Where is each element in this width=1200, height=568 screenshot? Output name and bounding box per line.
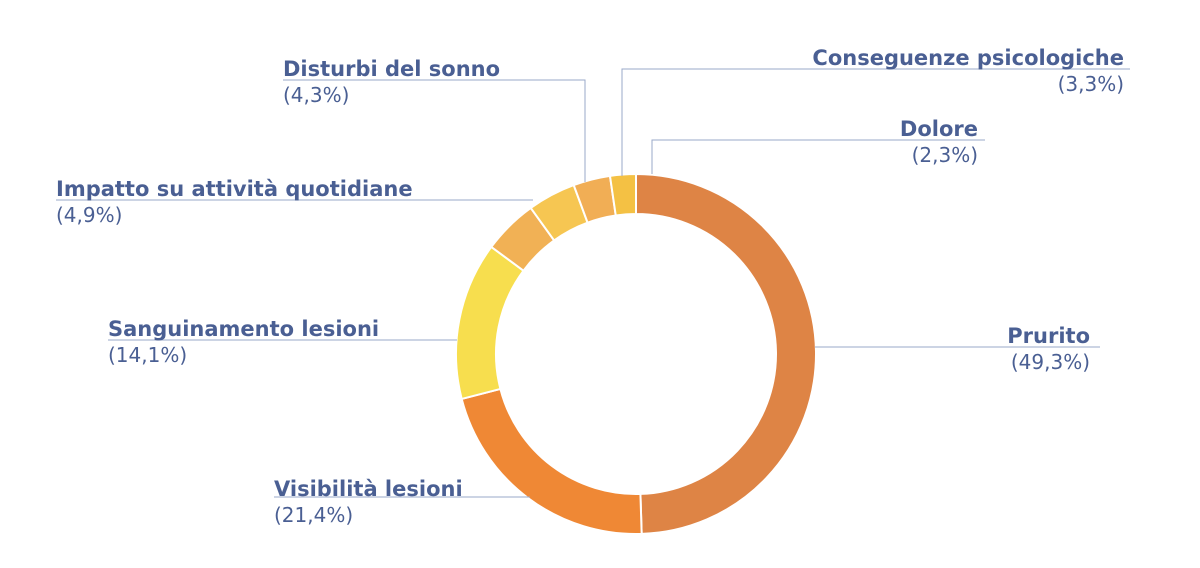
leader-line [283,79,586,182]
slice-label: Visibilità lesioni [274,477,463,501]
slice-label: Impatto su attività quotidiane [56,177,413,201]
slice-percent: (49,3%) [1011,350,1090,374]
donut-slice [608,172,637,217]
slice-percent: (4,9%) [56,203,122,227]
slice-label: Disturbi del sonno [283,57,500,81]
leader-line [651,139,985,174]
slice-percent: (4,3%) [283,83,349,107]
slice-label: Dolore [900,117,978,141]
slice-label: Prurito [1007,324,1090,348]
donut-slice [635,172,817,535]
leader-line [621,68,1130,176]
donut-slice [455,245,525,401]
donut-slices [455,172,817,535]
slice-percent: (14,1%) [108,343,187,367]
slice-percent: (3,3%) [1058,72,1124,96]
donut-slice [460,387,643,535]
slice-labels: Prurito(49,3%) Visibilità lesioni(21,4%) S… [56,46,1124,527]
slice-label: Sanguinamento lesioni [108,317,379,341]
slice-percent: (21,4%) [274,503,353,527]
leader-lines [56,68,1130,498]
slice-label: Conseguenze psicologiche [812,46,1124,70]
slice-percent: (2,3%) [912,143,978,167]
